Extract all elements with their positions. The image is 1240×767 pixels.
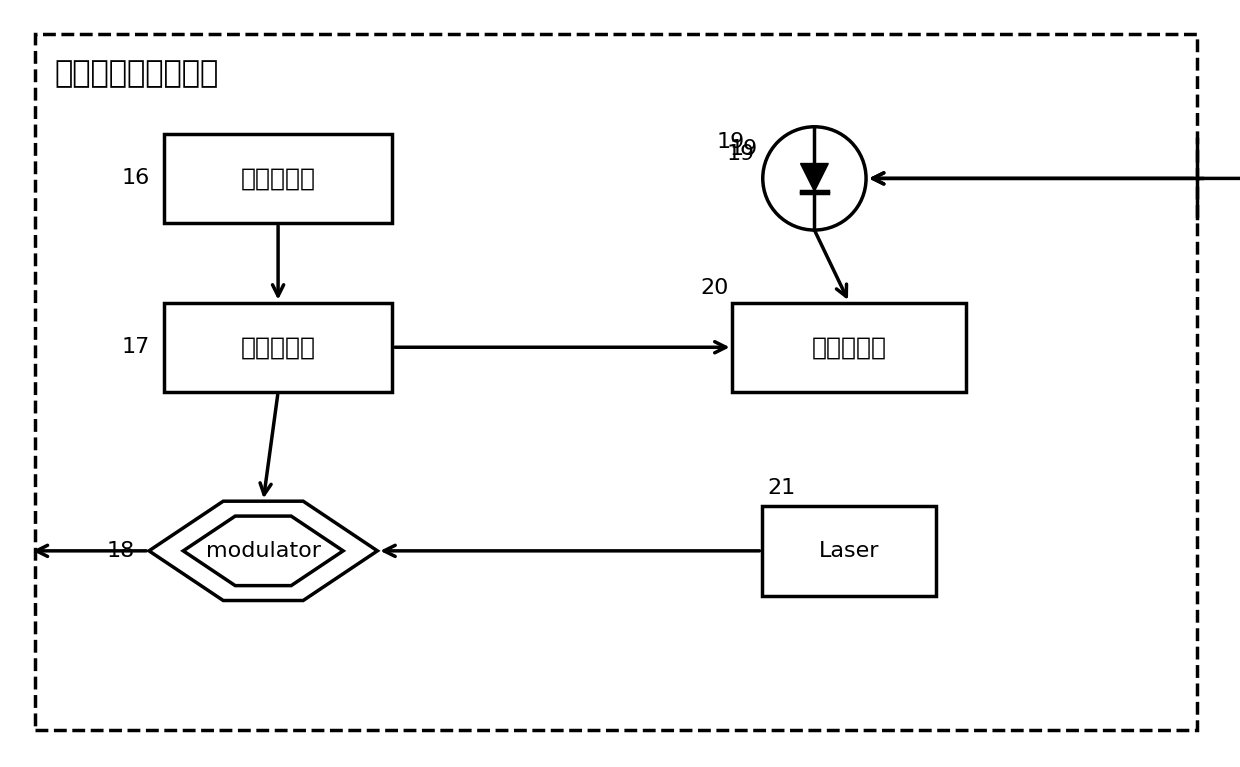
Polygon shape: [801, 163, 828, 191]
Bar: [763, 506, 936, 595]
Text: 16: 16: [122, 169, 150, 189]
Text: 17: 17: [122, 337, 150, 357]
Text: 20: 20: [701, 278, 729, 298]
Text: 19: 19: [727, 143, 755, 163]
Text: 19: 19: [717, 132, 745, 152]
Text: 21: 21: [768, 478, 796, 499]
Text: 高稳定氢钟: 高稳定氢钟: [241, 166, 316, 190]
Text: 相位检测与校准系统: 相位检测与校准系统: [55, 59, 219, 88]
Text: 18: 18: [107, 541, 135, 561]
Text: 相位探测器: 相位探测器: [812, 335, 887, 359]
Bar: [164, 133, 392, 223]
Text: 19: 19: [729, 139, 758, 159]
Text: modulator: modulator: [206, 541, 321, 561]
Circle shape: [763, 127, 866, 230]
Polygon shape: [149, 501, 377, 601]
Bar: [733, 302, 966, 392]
Polygon shape: [184, 516, 343, 586]
Bar: [164, 302, 392, 392]
Text: Laser: Laser: [818, 541, 879, 561]
Text: 信号发生器: 信号发生器: [241, 335, 316, 359]
